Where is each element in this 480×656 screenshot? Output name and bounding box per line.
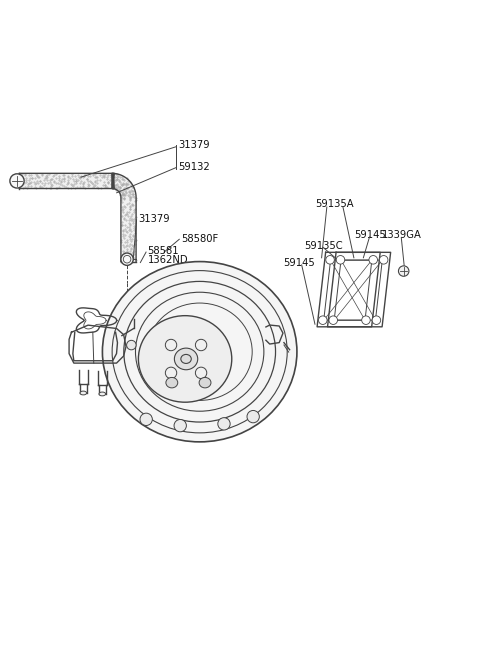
Circle shape	[195, 367, 207, 379]
Text: 59132: 59132	[179, 161, 210, 172]
Ellipse shape	[181, 354, 191, 363]
Circle shape	[174, 419, 186, 432]
Text: 1710AB: 1710AB	[174, 264, 213, 274]
Polygon shape	[19, 173, 136, 262]
Text: 59145: 59145	[354, 230, 385, 239]
Circle shape	[195, 339, 207, 351]
Circle shape	[10, 174, 24, 188]
Circle shape	[247, 411, 259, 423]
Text: 59135A: 59135A	[315, 199, 354, 209]
Circle shape	[319, 316, 327, 325]
Circle shape	[398, 266, 409, 276]
Ellipse shape	[99, 392, 106, 396]
Ellipse shape	[199, 377, 211, 388]
Text: 1362ND: 1362ND	[147, 255, 188, 265]
Ellipse shape	[102, 262, 297, 442]
Circle shape	[218, 418, 230, 430]
Circle shape	[362, 316, 370, 325]
Text: 43779A: 43779A	[240, 319, 278, 329]
Text: 58581: 58581	[147, 246, 179, 256]
Circle shape	[326, 256, 334, 264]
Text: 59135C: 59135C	[304, 241, 343, 251]
Circle shape	[165, 367, 177, 379]
Circle shape	[121, 253, 133, 266]
Circle shape	[127, 340, 136, 350]
Text: 58580F: 58580F	[180, 234, 218, 244]
Circle shape	[165, 339, 177, 351]
Circle shape	[336, 256, 345, 264]
Circle shape	[379, 256, 388, 264]
Ellipse shape	[174, 348, 198, 370]
Ellipse shape	[80, 391, 86, 395]
Text: 31379: 31379	[179, 140, 210, 150]
Ellipse shape	[138, 316, 232, 402]
Circle shape	[329, 316, 337, 325]
Ellipse shape	[166, 377, 178, 388]
Text: 1339GA: 1339GA	[383, 230, 422, 239]
Circle shape	[372, 316, 381, 325]
Text: 31379: 31379	[138, 214, 169, 224]
Circle shape	[369, 256, 377, 264]
Text: 59110B: 59110B	[168, 405, 207, 415]
Text: 59145: 59145	[283, 258, 314, 268]
Circle shape	[140, 413, 152, 426]
